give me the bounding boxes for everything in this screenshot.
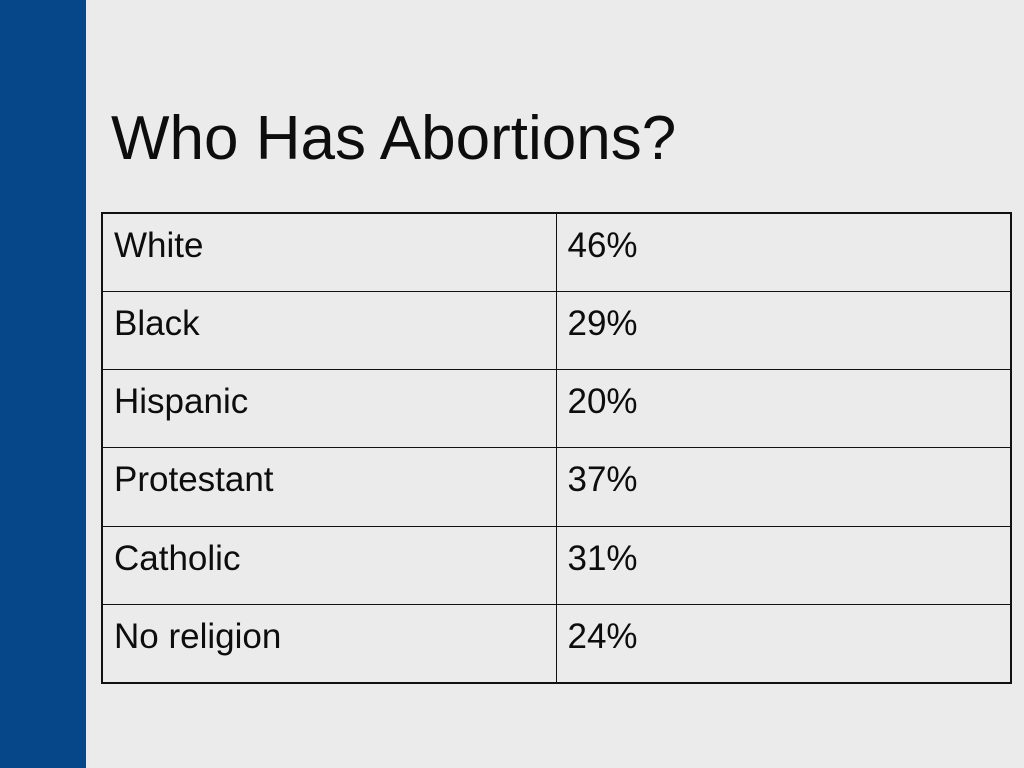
row-label: White [101, 212, 557, 292]
row-value: 46% [555, 212, 1012, 292]
row-value: 31% [555, 525, 1012, 606]
row-value: 29% [555, 290, 1012, 371]
row-label: Black [101, 290, 557, 371]
row-label: Protestant [101, 447, 557, 527]
table-row: No religion 24% [101, 604, 1012, 684]
table-row: Catholic 31% [101, 525, 1012, 606]
statistics-table: White 46% Black 29% Hispanic 20% Protest… [101, 212, 1012, 684]
row-label: Hispanic [101, 369, 557, 449]
row-label: No religion [101, 604, 557, 684]
side-accent-bar [0, 0, 86, 768]
row-label: Catholic [101, 525, 557, 606]
row-value: 20% [555, 369, 1012, 449]
row-value: 37% [555, 447, 1012, 527]
slide-title: Who Has Abortions? [111, 104, 677, 173]
row-value: 24% [555, 604, 1012, 684]
table-row: White 46% [101, 212, 1012, 292]
table-row: Black 29% [101, 290, 1012, 371]
table-row: Hispanic 20% [101, 369, 1012, 449]
table-row: Protestant 37% [101, 447, 1012, 527]
